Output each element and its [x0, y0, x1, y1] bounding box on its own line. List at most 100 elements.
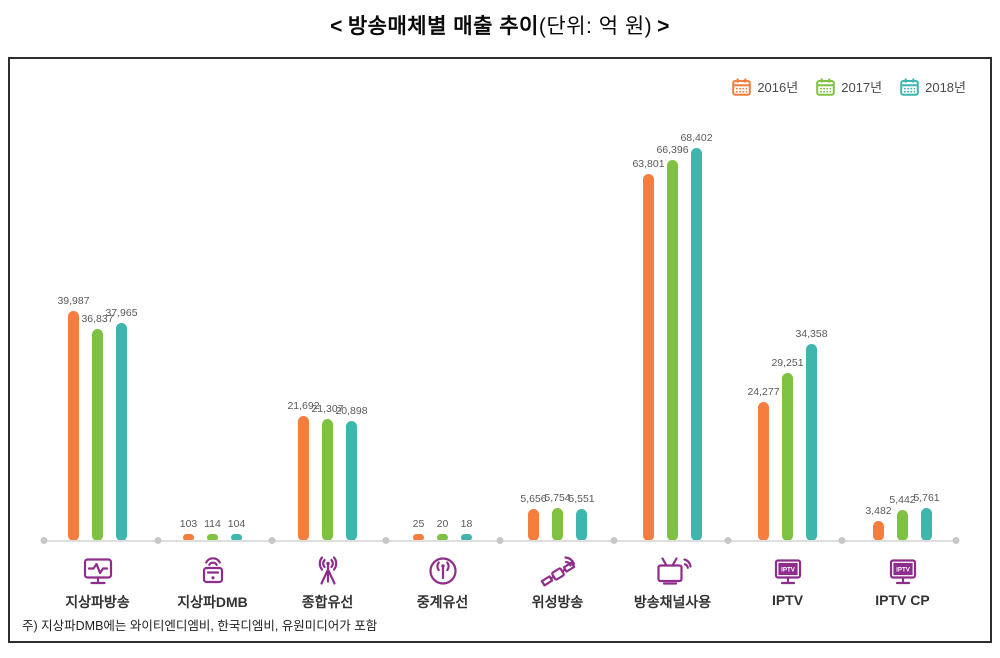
- bar-group: 103 114 104: [155, 518, 270, 541]
- bar-2016: [413, 534, 424, 541]
- axis-dot: [610, 537, 618, 544]
- calendar-icon: [900, 77, 919, 96]
- bar-value-label: 63,801: [632, 158, 665, 171]
- bar-2018: [806, 343, 817, 541]
- bar-column: 20,898: [335, 405, 368, 541]
- bar-value-label: 5,442: [889, 493, 916, 506]
- bar-value-label: 21,692: [287, 400, 320, 413]
- bar-column: 20: [437, 518, 448, 541]
- axis-dot: [40, 537, 48, 544]
- bar-group: 21,692 21,307 20,898: [270, 400, 385, 541]
- relay-antenna-icon: [423, 555, 463, 589]
- bar-value-label: 103: [179, 518, 198, 530]
- bar-value-label: 25: [412, 518, 425, 530]
- legend-item: 2017년: [816, 77, 882, 96]
- bar-value-label: 114: [204, 518, 221, 530]
- title-open-bracket: <: [330, 15, 343, 38]
- bar-column: 37,965: [105, 307, 138, 541]
- category-label: 종합유선: [301, 594, 354, 610]
- bar-column: 39,987: [57, 295, 90, 541]
- legend-label: 2017년: [841, 80, 883, 95]
- category-label: 중계유선: [416, 594, 469, 610]
- dmb-device-icon: [193, 555, 233, 589]
- bar-value-label: 68,402: [680, 132, 713, 144]
- svg-text:IPTV: IPTV: [896, 566, 911, 573]
- axis-dot: [724, 537, 732, 544]
- bar-column: 24,277: [747, 386, 780, 541]
- bar-chart: 39,987 36,837 37,965 103 114 104 21,692 21,307 2…: [40, 132, 960, 541]
- cable-antenna-icon: [308, 555, 348, 589]
- legend-label: 2016년: [757, 80, 799, 95]
- bar-column: 63,801: [632, 158, 665, 541]
- bar-group: 25 20 18: [385, 518, 500, 541]
- svg-text:IPTV: IPTV: [781, 566, 796, 573]
- bar-2016: [758, 401, 769, 541]
- bar-2017: [667, 159, 678, 541]
- calendar-icon: [816, 77, 836, 96]
- bar-value-label: 24,277: [747, 385, 780, 398]
- bar-value-label: 21,307: [311, 402, 344, 415]
- bar-2018: [576, 509, 587, 541]
- bar-2018: [461, 534, 472, 541]
- category-label: 지상파DMB: [177, 594, 248, 610]
- bar-2018: [346, 420, 357, 541]
- bar-value-label: 20: [436, 518, 449, 530]
- bar-2018: [921, 507, 932, 541]
- category: IPTV IPTV: [730, 555, 845, 612]
- chart-frame: 2016년 2017년 2018년 39,987 36,837 37,965 103 114…: [8, 57, 992, 643]
- bar-value-label: 5,551: [568, 493, 595, 506]
- bar-2016: [528, 508, 539, 541]
- footnote: 주) 지상파DMB에는 와이티엔디엠비, 한국디엠비, 유원미디어가 포함: [22, 619, 378, 633]
- bar-column: 5,551: [568, 493, 595, 541]
- bar-value-label: 3,482: [865, 505, 892, 517]
- bar-value-label: 36,837: [81, 313, 114, 326]
- category-axis: 지상파방송 지상파DMB 종합유선 중계유선 위성방송 방송채널사용 IPTV IPTV IPT…: [40, 555, 960, 612]
- axis-dot: [952, 537, 960, 544]
- bar-value-label: 20,898: [335, 404, 368, 417]
- bar-2016: [183, 534, 194, 541]
- calendar-icon: [732, 77, 752, 96]
- bar-value-label: 5,761: [913, 491, 940, 504]
- bar-value-label: 66,396: [656, 143, 689, 156]
- bar-2016: [68, 311, 79, 541]
- bar-2017: [92, 329, 103, 541]
- bar-column: 29,251: [771, 357, 804, 541]
- bar-value-label: 37,965: [105, 306, 138, 319]
- terrestrial-tv-icon: [78, 555, 118, 589]
- bar-2017: [322, 418, 333, 541]
- bar-2016: [873, 521, 884, 541]
- iptv-monitor-icon: IPTV: [883, 555, 923, 589]
- bar-group: 24,277 29,251 34,358: [730, 328, 845, 541]
- axis-dot: [268, 537, 276, 544]
- bar-2018: [116, 322, 127, 541]
- bar-2018: [231, 534, 242, 541]
- bar-column: 21,307: [311, 403, 344, 541]
- bar-column: 5,442: [889, 494, 916, 541]
- category: 중계유선: [385, 555, 500, 612]
- bar-value-label: 39,987: [57, 295, 90, 308]
- axis-dot: [154, 537, 162, 544]
- bar-value-label: 29,251: [771, 356, 804, 369]
- category-label: 위성방송: [531, 594, 584, 610]
- bar-value-label: 18: [460, 518, 473, 530]
- bar-group: 63,801 66,396 68,402: [615, 132, 730, 541]
- category-label: 방송채널사용: [633, 594, 712, 610]
- legend-item: 2016년: [732, 77, 798, 96]
- bar-group: 3,482 5,442 5,761: [845, 492, 960, 541]
- bar-value-label: 5,754: [544, 491, 571, 504]
- bar-value-label: 34,358: [795, 327, 828, 340]
- bar-value-label: 104: [227, 518, 246, 530]
- axis-dot: [838, 537, 846, 544]
- axis-dot: [496, 537, 504, 544]
- iptv-monitor-icon: IPTV: [768, 555, 808, 589]
- bar-group: 5,656 5,754 5,551: [500, 492, 615, 541]
- bar-column: 114: [204, 518, 221, 541]
- category: 방송채널사용: [615, 555, 730, 612]
- bar-2017: [552, 507, 563, 541]
- bar-column: 68,402: [680, 132, 713, 541]
- category-label: 지상파방송: [65, 594, 130, 610]
- axis-dot: [382, 537, 390, 544]
- bar-2017: [897, 509, 908, 541]
- category: 종합유선: [270, 555, 385, 612]
- category-label: IPTV CP: [875, 592, 930, 608]
